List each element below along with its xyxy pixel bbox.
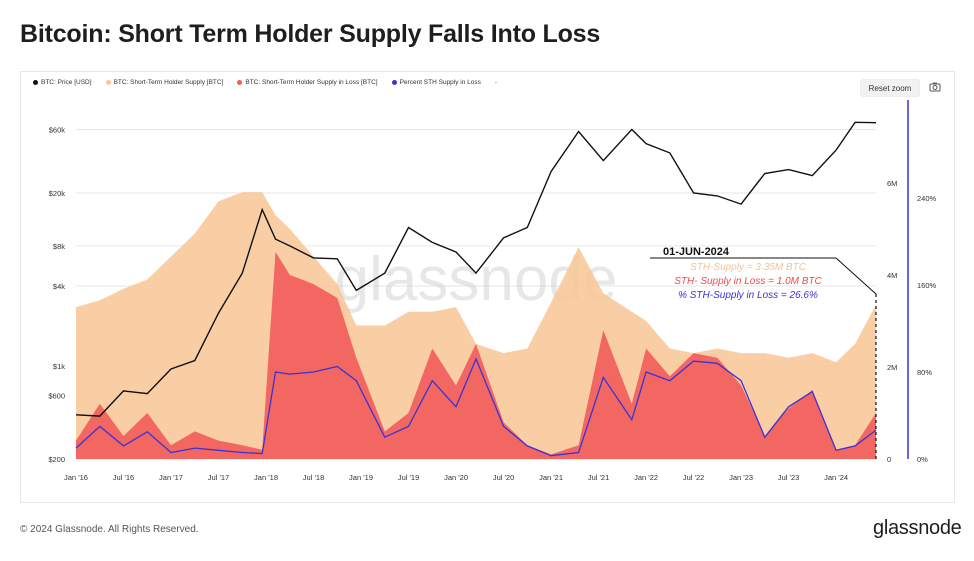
x-tick-label: Jan '22 — [634, 473, 658, 482]
legend-item-sth-supply[interactable]: BTC: Short-Term Holder Supply [BTC] — [105, 79, 224, 86]
x-tick-label: Jul '16 — [113, 473, 134, 482]
y-left-tick-label: $4k — [53, 282, 65, 291]
y-left-tick-label: $600 — [48, 392, 65, 401]
y-left-tick-label: $60k — [49, 126, 66, 135]
x-tick-label: Jan '17 — [159, 473, 183, 482]
y-mid-tick-label: 4M — [887, 271, 897, 280]
x-tick-label: Jul '20 — [493, 473, 514, 482]
annotation-date: 01-JUN-2024 — [663, 246, 730, 258]
footer-copyright: © 2024 Glassnode. All Rights Reserved. — [20, 524, 199, 535]
series-price-line — [75, 121, 877, 417]
legend-dot-icon — [105, 80, 111, 85]
legend-dot-icon — [391, 80, 397, 85]
x-tick-label: Jul '19 — [398, 473, 419, 482]
legend-dot-icon — [33, 80, 38, 85]
y-right-tick-label: 240% — [917, 194, 937, 203]
annotation-sth-loss: STH- Supply in Loss = 1.0M BTC — [674, 276, 822, 287]
legend-more[interactable]: - — [494, 79, 498, 86]
x-tick-label: Jan '20 — [444, 473, 468, 482]
x-tick-label: Jan '23 — [729, 473, 753, 482]
annotation-leader-line — [835, 257, 877, 295]
y-left-tick-label: $1k — [53, 362, 65, 371]
legend-label: BTC: Short-Term Holder Supply in Loss [B… — [245, 79, 378, 86]
series-pct-loss-line — [75, 357, 877, 457]
x-tick-label: Jul '22 — [683, 473, 704, 482]
y-left-tick-label: $20k — [49, 189, 66, 198]
annotation-sth-supply: STH-Supply = 3.35M BTC — [690, 262, 807, 273]
x-tick-label: Jan '19 — [349, 473, 373, 482]
y-left-tick-label: $8k — [53, 242, 65, 251]
footer-logo: glassnode — [873, 517, 962, 539]
y-left-tick-label: $200 — [48, 455, 65, 464]
x-tick-label: Jan '21 — [539, 473, 563, 482]
legend-item-price[interactable]: BTC: Price [USD] — [33, 79, 92, 86]
y-right-tick-label: 80% — [917, 368, 932, 377]
x-tick-label: Jul '23 — [778, 473, 799, 482]
legend-item-pct-loss[interactable]: Percent STH Supply in Loss — [391, 79, 481, 86]
y-right-tick-label: 160% — [917, 281, 937, 290]
legend-item-sth-loss[interactable]: BTC: Short-Term Holder Supply in Loss [B… — [237, 79, 378, 86]
legend-label: BTC: Price [USD] — [41, 79, 92, 86]
x-tick-label: Jul '18 — [303, 473, 324, 482]
page-title: Bitcoin: Short Term Holder Supply Falls … — [20, 20, 601, 48]
x-tick-label: Jan '18 — [254, 473, 278, 482]
x-tick-label: Jan '16 — [64, 473, 88, 482]
annotation-pct-loss: % STH-Supply in Loss = 26.6% — [678, 290, 818, 301]
y-right-tick-label: 0% — [917, 455, 928, 464]
x-tick-label: Jan '24 — [824, 473, 848, 482]
chart-legend: BTC: Price [USD] BTC: Short-Term Holder … — [33, 79, 497, 86]
x-tick-label: Jul '17 — [208, 473, 229, 482]
series-sth-loss-area — [76, 251, 876, 459]
y-mid-tick-label: 0 — [887, 455, 891, 464]
legend-dot-icon — [237, 80, 243, 85]
y-mid-tick-label: 6M — [887, 179, 897, 188]
x-tick-label: Jul '21 — [588, 473, 609, 482]
legend-label: Percent STH Supply in Loss — [399, 79, 481, 86]
chart-panel: BTC: Price [USD] BTC: Short-Term Holder … — [20, 71, 955, 503]
reset-zoom-button[interactable]: Reset zoom — [860, 79, 920, 97]
y-mid-tick-label: 2M — [887, 363, 897, 372]
legend-label: BTC: Short-Term Holder Supply [BTC] — [113, 79, 224, 86]
camera-icon[interactable] — [929, 81, 941, 93]
